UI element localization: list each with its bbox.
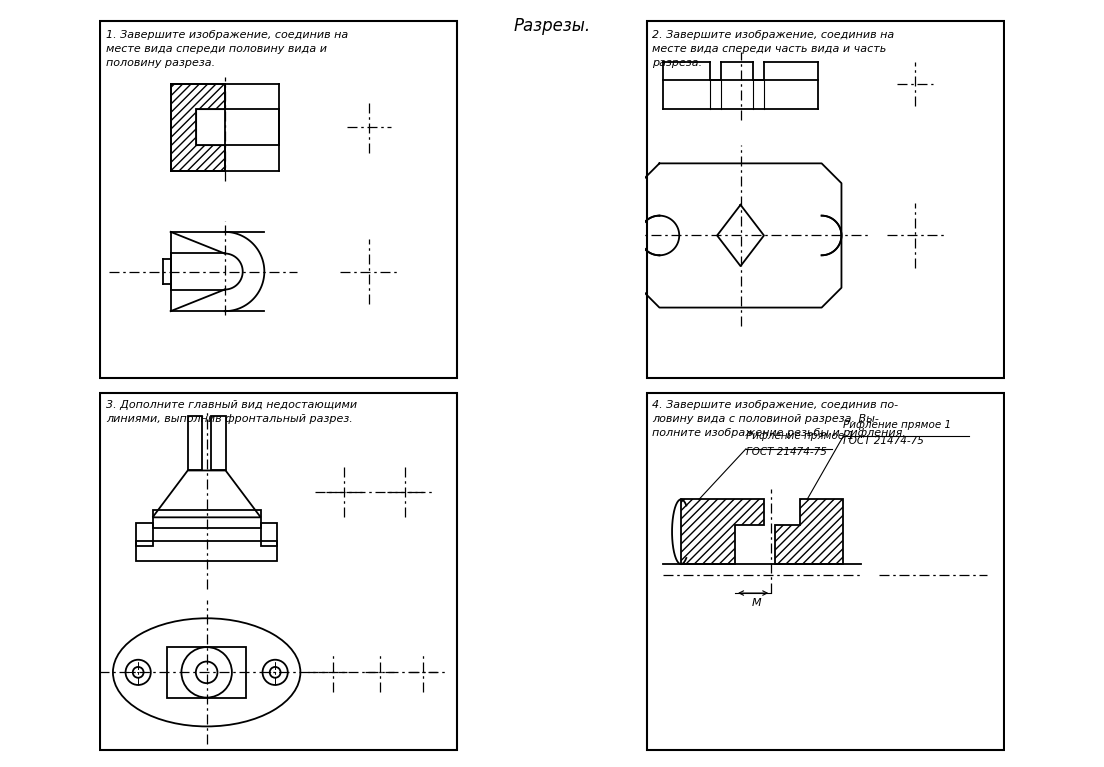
Bar (211, 416, 225, 470)
Text: ГОСТ 21474-75: ГОСТ 21474-75 (746, 447, 827, 457)
Text: 4. Завершите изображение, соединив по-
ловину вида с половиной разреза. Вы-
полн: 4. Завершите изображение, соединив по- л… (652, 400, 906, 438)
Text: 3. Дополните главный вид недостающими
линиями, выполнив фронтальный разрез.: 3. Дополните главный вид недостающими ли… (106, 400, 357, 424)
Bar (188, 416, 202, 470)
Bar (137, 541, 277, 561)
Polygon shape (171, 84, 225, 170)
Bar (261, 523, 277, 546)
Bar (152, 510, 261, 528)
Bar (167, 647, 246, 698)
Polygon shape (681, 499, 764, 565)
Bar (137, 523, 152, 546)
Text: ГОСТ 21474-75: ГОСТ 21474-75 (843, 436, 924, 446)
Text: 1. Завершите изображение, соединив на
месте вида спереди половину вида и
половин: 1. Завершите изображение, соединив на ме… (106, 30, 348, 68)
Text: M: M (752, 598, 762, 608)
Text: Рифление прямое 1: Рифление прямое 1 (746, 431, 854, 441)
Text: Рифление прямое 1: Рифление прямое 1 (843, 420, 952, 430)
Text: 2. Завершите изображение, соединив на
месте вида спереди часть вида и часть
разр: 2. Завершите изображение, соединив на ме… (652, 30, 894, 68)
Text: Разрезы.: Разрезы. (513, 17, 591, 35)
Polygon shape (775, 499, 843, 565)
